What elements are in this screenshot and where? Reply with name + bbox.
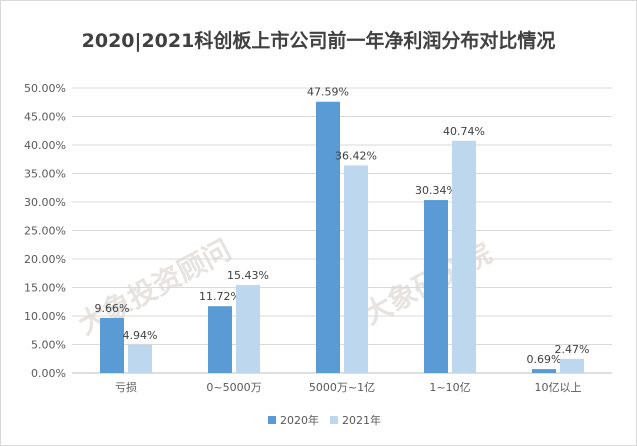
bar-2021年 (344, 165, 368, 373)
bar-2020年 (424, 200, 448, 373)
y-tick-label: 15.00% (24, 282, 66, 295)
chart-title: 2020|2021科创板上市公司前一年净利润分布对比情况 (81, 30, 556, 52)
bar-2020年 (316, 101, 340, 373)
bar-2021年 (128, 344, 152, 373)
legend-label: 2020年 (280, 413, 319, 427)
x-category-label: 10亿以上 (535, 381, 582, 394)
bar-2021年 (560, 358, 584, 373)
y-tick-label: 35.00% (24, 168, 66, 181)
y-tick-label: 5.00% (31, 339, 66, 352)
data-label: 40.74% (443, 125, 485, 138)
bar-2020年 (208, 306, 232, 373)
legend-label: 2021年 (342, 413, 381, 427)
x-category-label: 5000万~1亿 (309, 381, 375, 394)
data-label: 30.34% (415, 184, 457, 197)
bar-2021年 (236, 285, 260, 373)
y-tick-label: 50.00% (24, 82, 66, 95)
bar-2020年 (532, 369, 556, 373)
y-tick-label: 40.00% (24, 139, 66, 152)
data-label: 2.47% (555, 343, 590, 356)
data-label: 15.43% (227, 269, 269, 282)
data-label: 47.59% (307, 86, 349, 99)
y-tick-label: 25.00% (24, 225, 66, 238)
y-tick-label: 10.00% (24, 310, 66, 323)
x-category-label: 1~10亿 (429, 381, 470, 394)
legend-swatch (330, 416, 338, 424)
y-tick-label: 30.00% (24, 196, 66, 209)
bar-2020年 (100, 317, 124, 373)
data-label: 11.72% (199, 290, 241, 303)
data-label: 0.69% (527, 353, 562, 366)
data-label: 36.42% (335, 149, 377, 162)
legend-swatch (268, 416, 276, 424)
y-tick-label: 20.00% (24, 253, 66, 266)
y-tick-label: 45.00% (24, 111, 66, 124)
data-label: 4.94% (123, 329, 158, 342)
bar-2021年 (452, 140, 476, 373)
x-category-label: 0~5000万 (206, 381, 261, 394)
x-category-label: 亏损 (115, 380, 137, 394)
y-tick-label: 0.00% (31, 367, 66, 380)
data-label: 9.66% (95, 302, 130, 315)
